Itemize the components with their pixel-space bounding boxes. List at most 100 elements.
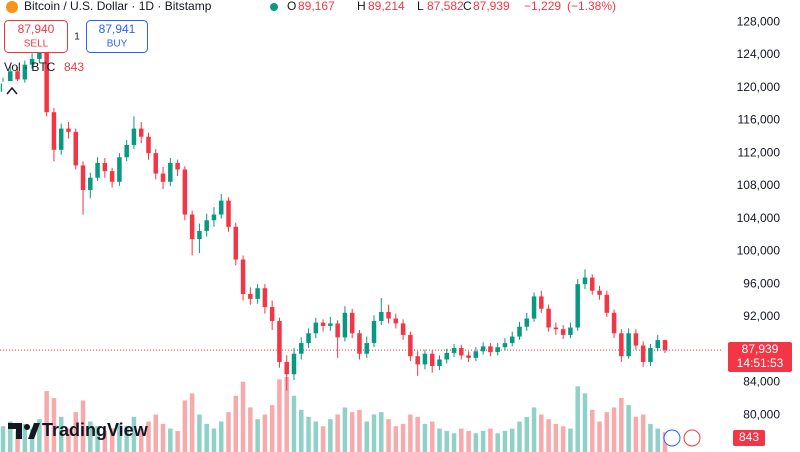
- volume-bar: [124, 426, 129, 452]
- volume-bar: [655, 428, 660, 452]
- volume-bar: [480, 430, 486, 452]
- volume-bar: [277, 379, 282, 452]
- candle-body: [320, 322, 326, 326]
- candle-body: [524, 318, 530, 327]
- candle-body: [597, 290, 602, 295]
- close-value: 87,939: [473, 0, 510, 13]
- event-flag[interactable]: [663, 429, 681, 447]
- collapse-icon: [6, 86, 18, 95]
- volume-bar: [102, 430, 108, 452]
- volume-bar: [284, 377, 289, 452]
- candle-body: [633, 333, 639, 346]
- candle-body: [640, 345, 646, 362]
- candle-body: [44, 50, 49, 113]
- btc-icon: [6, 1, 18, 13]
- candle-body: [15, 71, 20, 80]
- candle-body: [415, 356, 420, 365]
- candle-body: [284, 361, 289, 375]
- spread: 1: [74, 32, 80, 43]
- candle-body: [342, 312, 348, 338]
- volume-bar: [291, 395, 297, 452]
- volume-bar: [531, 407, 537, 452]
- volume-bar: [648, 423, 653, 452]
- volume-bar: [138, 428, 144, 452]
- volume-bar: [429, 421, 435, 452]
- volume-bar: [73, 412, 79, 452]
- candle-body: [299, 343, 304, 354]
- candle-body: [211, 214, 217, 221]
- buy-button[interactable]: [86, 20, 148, 53]
- volume-bar: [255, 419, 260, 452]
- volume-bar: [269, 405, 275, 452]
- candle-body: [408, 334, 413, 357]
- candle-body: [146, 136, 151, 154]
- y-tick-label: 96,000: [743, 276, 780, 290]
- volume-bar: [131, 416, 137, 452]
- volume-bar: [342, 407, 348, 452]
- volume-bar: [393, 426, 399, 452]
- close-letter: C: [463, 0, 472, 13]
- low-value: 87,582: [427, 0, 464, 13]
- candle-body: [233, 226, 239, 260]
- candle-body: [502, 343, 508, 348]
- candle-body: [488, 346, 493, 353]
- candle-body: [473, 351, 479, 358]
- candle-body: [575, 284, 580, 328]
- volume-bar: [328, 419, 333, 452]
- candle-body: [306, 333, 311, 344]
- volume-tag: [733, 430, 765, 446]
- volume-bar: [95, 426, 100, 452]
- candle-body: [335, 323, 340, 338]
- volume-bar: [568, 428, 573, 452]
- volume-bar: [371, 414, 377, 452]
- y-tick-label: 92,000: [743, 309, 780, 323]
- candle-body: [539, 296, 544, 309]
- volume-last: 843: [64, 60, 84, 74]
- volume-bar: [466, 430, 471, 452]
- volume-bar: [517, 421, 522, 452]
- volume-bar: [459, 428, 464, 452]
- watermark-logo: [8, 423, 40, 439]
- volume-bar: [349, 412, 355, 452]
- volume-bar: [37, 419, 42, 452]
- candle-body: [226, 200, 231, 227]
- volume-bar: [313, 421, 319, 452]
- volume-bar: [160, 423, 166, 452]
- candle-body: [429, 353, 435, 367]
- candle-body: [662, 340, 668, 351]
- candle-body: [589, 277, 595, 291]
- volume-bar: [8, 421, 13, 452]
- candle-body: [58, 128, 64, 150]
- low-letter: L: [417, 0, 424, 13]
- high-value: 89,214: [368, 0, 405, 13]
- sell-button[interactable]: [4, 20, 68, 53]
- candle-body: [648, 348, 653, 362]
- candle-body: [619, 333, 624, 357]
- open-value: 89,167: [298, 0, 335, 13]
- volume-bar: [626, 405, 631, 452]
- candle-body: [582, 277, 588, 285]
- volume-bar: [240, 381, 246, 452]
- y-tick-label: 80,000: [743, 407, 780, 421]
- volume-bar: [422, 423, 428, 452]
- candle-body: [531, 296, 537, 319]
- volume-bar: [204, 423, 209, 452]
- volume-bar: [509, 428, 515, 452]
- candle-body: [8, 71, 13, 84]
- volume-bar: [451, 433, 457, 452]
- candle-body: [51, 112, 57, 150]
- volume-bar: [51, 398, 57, 452]
- candle-body: [277, 320, 282, 362]
- volume-bar: [211, 428, 217, 452]
- last-price-tag: [728, 342, 792, 372]
- collapse-button[interactable]: [2, 81, 22, 101]
- volume-bar: [15, 430, 20, 452]
- volume-bar: [444, 430, 450, 452]
- candle-body: [422, 353, 428, 365]
- event-flag[interactable]: [683, 429, 701, 447]
- volume-bar: [408, 414, 413, 452]
- volume-bar: [437, 428, 442, 452]
- volume-bar: [226, 412, 231, 452]
- volume-bar: [611, 407, 617, 452]
- volume-bar: [117, 423, 122, 452]
